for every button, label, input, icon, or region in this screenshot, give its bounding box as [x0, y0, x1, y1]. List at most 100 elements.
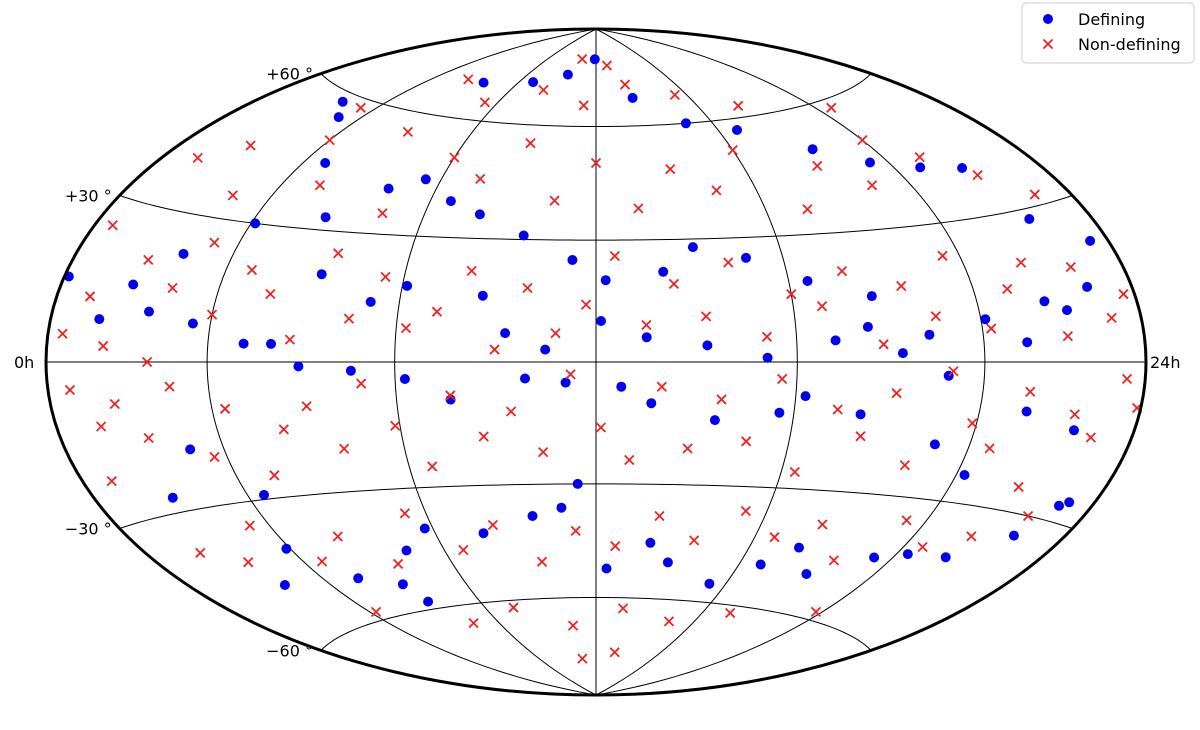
- non-defining-point: [802, 204, 813, 215]
- non-defining-point: [343, 313, 355, 324]
- defining-point: [902, 549, 913, 560]
- non-defining-point: [107, 220, 118, 231]
- non-defining-point: [663, 616, 675, 627]
- non-defining-point: [966, 531, 977, 542]
- defining-point: [401, 545, 412, 556]
- defining-point: [477, 290, 488, 301]
- defining-point: [801, 569, 812, 579]
- defining-point: [929, 439, 940, 450]
- non-defining-point: [567, 620, 579, 631]
- defining-point: [259, 489, 269, 500]
- non-defining-point: [505, 406, 517, 417]
- defining-point: [616, 381, 627, 392]
- non-defining-point: [972, 170, 983, 181]
- non-defining-point: [479, 97, 491, 108]
- non-defining-point: [209, 237, 220, 248]
- non-defining-point: [109, 398, 120, 410]
- defining-point: [562, 69, 573, 80]
- non-defining-point: [899, 460, 910, 471]
- defining-point: [807, 144, 818, 155]
- non-defining-point: [669, 89, 680, 101]
- non-defining-point: [333, 248, 344, 259]
- defining-point: [397, 579, 408, 590]
- defining-point: [478, 77, 489, 88]
- defining-point: [762, 352, 773, 363]
- non-defining-point: [857, 134, 868, 146]
- defining-point: [178, 248, 189, 259]
- defining-point: [1008, 530, 1019, 541]
- non-defining-point: [948, 366, 959, 377]
- defining-point: [293, 361, 304, 372]
- defining-point: [94, 314, 105, 325]
- x-tick-label-right: 24h: [1150, 353, 1181, 372]
- non-defining-point: [278, 424, 289, 435]
- defining-point: [1085, 235, 1096, 246]
- non-defining-point: [445, 390, 456, 401]
- non-defining-point: [1025, 386, 1036, 397]
- non-defining-point: [57, 328, 68, 339]
- defining-point: [185, 444, 196, 455]
- non-defining-point: [356, 378, 367, 389]
- non-defining-point: [716, 394, 727, 405]
- non-defining-point: [817, 519, 828, 530]
- non-defining-point: [143, 432, 154, 444]
- parallel-line: [119, 483, 1073, 529]
- defining-point: [1062, 305, 1072, 316]
- non-defining-point: [700, 311, 712, 322]
- non-defining-point: [538, 446, 549, 458]
- defining-point: [365, 296, 376, 307]
- non-defining-point: [891, 388, 902, 399]
- defining-point: [704, 578, 715, 589]
- defining-point: [333, 112, 344, 123]
- non-defining-point: [901, 515, 912, 526]
- non-defining-point: [878, 339, 889, 350]
- y-tick-label: +60 °: [266, 65, 313, 84]
- defining-point: [596, 316, 606, 326]
- defining-point: [755, 559, 766, 570]
- non-defining-point: [508, 602, 519, 613]
- non-defining-point: [475, 173, 486, 185]
- defining-point: [567, 255, 578, 265]
- defining-point: [167, 492, 178, 503]
- non-defining-point: [580, 299, 592, 310]
- defining-point: [399, 374, 410, 384]
- non-defining-point: [565, 369, 576, 380]
- defining-point: [478, 528, 489, 539]
- non-defining-point: [1065, 261, 1076, 273]
- defining-point: [320, 158, 331, 168]
- non-defining-point: [106, 475, 117, 487]
- defining-point: [266, 338, 276, 349]
- non-defining-point: [314, 180, 326, 191]
- defining-point: [520, 373, 530, 384]
- defining-point: [662, 557, 673, 568]
- defining-point: [1069, 425, 1079, 436]
- non-defining-point: [914, 152, 925, 163]
- non-defining-point: [601, 60, 613, 71]
- defining-point: [279, 580, 290, 590]
- non-defining-point: [538, 84, 549, 96]
- defining-point: [474, 209, 485, 220]
- non-defining-point: [1022, 510, 1034, 522]
- non-defining-point: [1069, 409, 1080, 420]
- y-tick-labels: +60 ° +30 ° −30 ° −60 °: [65, 65, 313, 661]
- non-defining-point: [789, 466, 800, 478]
- non-defining-point: [246, 264, 258, 276]
- non-defining-point: [1121, 373, 1133, 385]
- non-defining-point: [609, 250, 620, 262]
- defining-point: [645, 537, 656, 548]
- non-defining-point: [468, 618, 479, 629]
- defining-point: [865, 157, 875, 168]
- non-defining-point: [390, 420, 401, 431]
- non-defining-point: [986, 323, 997, 334]
- legend: Defining Non-defining: [1021, 2, 1195, 64]
- non-defining-point: [284, 334, 296, 345]
- defining-point: [869, 552, 880, 563]
- defining-point: [500, 328, 511, 339]
- defining-point: [337, 96, 348, 107]
- non-defining-point: [826, 102, 837, 113]
- defining-point: [940, 552, 951, 563]
- y-tick-label: −30 °: [65, 520, 112, 539]
- non-defining-point: [458, 544, 469, 556]
- defining-point: [420, 174, 431, 185]
